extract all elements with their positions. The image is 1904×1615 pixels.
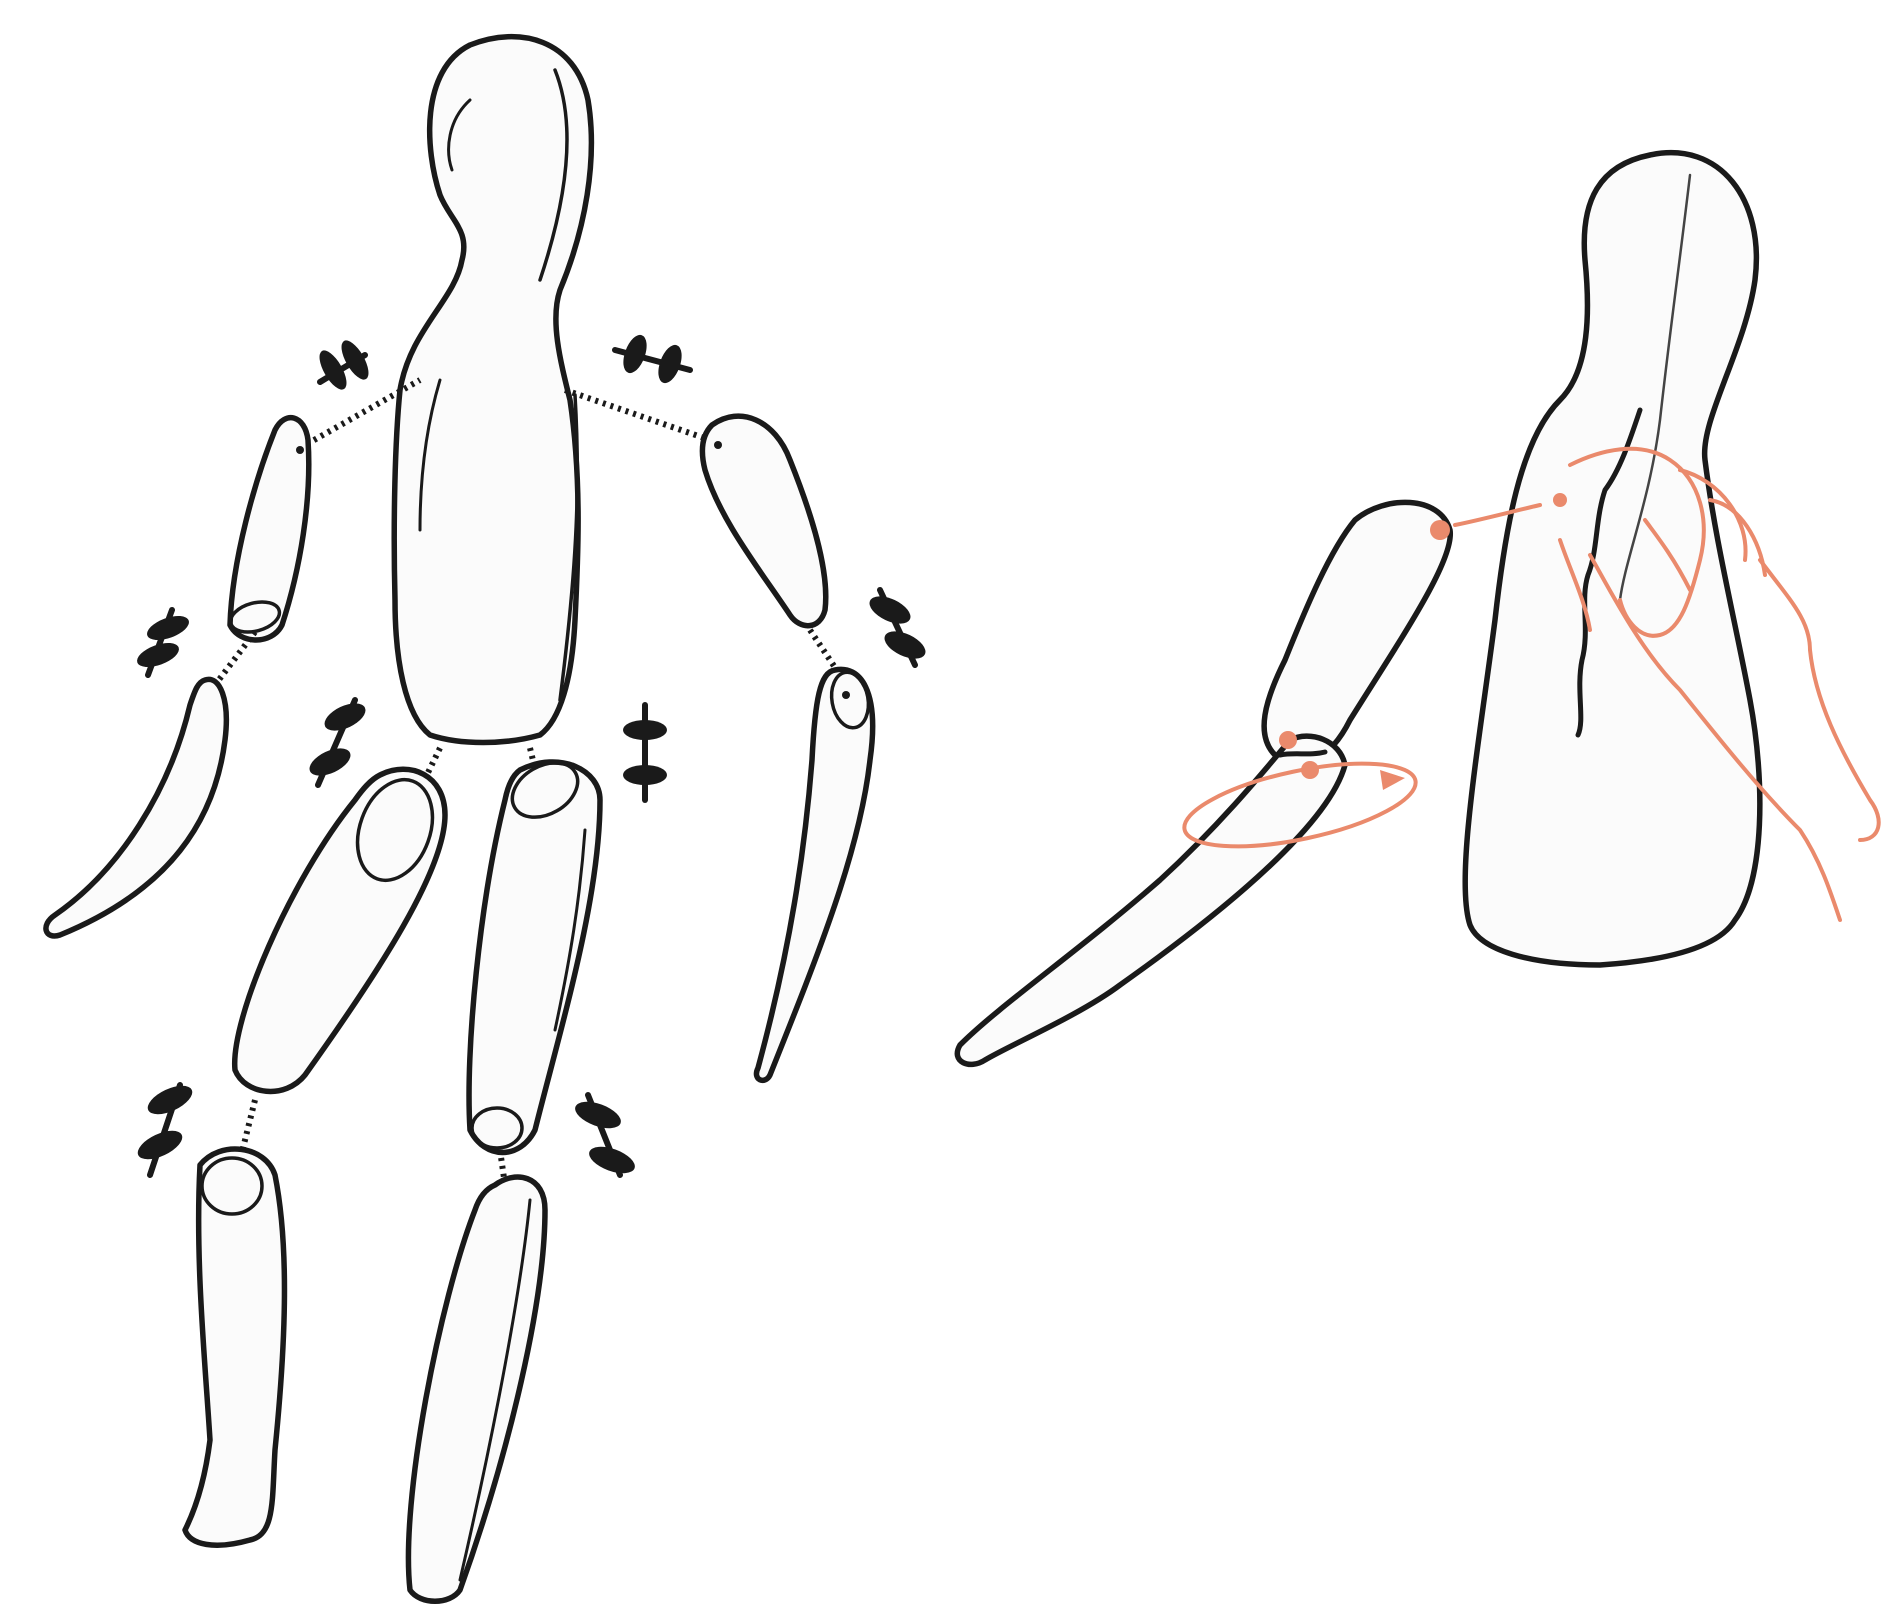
forearm-left [43,676,230,939]
assembly-forearm [954,733,1348,1068]
thigh-left [232,766,448,1094]
assembly-torso-head [1462,150,1763,968]
torso-head [391,33,595,746]
elbow-socket-right [829,670,871,730]
joint-dot [714,441,722,449]
shin-left [182,1146,288,1548]
peg-hip-right [623,702,667,803]
hand-outline-fingers [1568,446,1706,638]
cord-elbow-left [212,630,258,687]
hand-thumb-knuckle [1643,518,1692,592]
peg-shoulder-left [317,340,369,390]
upper-arm-left [227,414,312,643]
joint-dot [296,446,304,454]
torso-inner-line [538,68,569,282]
hip-socket-right [510,761,580,819]
hand-mark [1553,493,1567,507]
cord-shoulder-right [564,387,711,443]
back-line [418,378,442,532]
hand-index [1558,538,1592,632]
face-line [447,98,472,172]
thigh-right-inner-line [553,828,587,1032]
cord-knee-right [497,1149,508,1186]
elbow-joint-stroke [1277,749,1328,758]
elbow-pin-mark [1279,731,1297,749]
cord-shoulder-left [298,377,422,451]
torso-inner-line-2 [558,393,580,702]
elbow-pin-mark [1301,761,1319,779]
assembly-upper-arm [1261,499,1453,767]
knee-socket-left [200,1156,264,1216]
hand-finger-1 [1678,468,1748,562]
hand-mark [1430,520,1450,540]
peg-elbow-right [869,587,926,668]
assembly-back-line [1618,173,1692,602]
hand-palm [1588,553,1842,922]
shin-right-inner-line [458,1198,532,1582]
assembly-figure [954,150,1881,1068]
rotation-arrowhead [1380,770,1405,790]
guiding-hand [1430,446,1881,922]
knee-socket-right [470,1106,524,1150]
hand-pull-line [1453,503,1542,527]
hip-socket-left [355,777,435,883]
cord-hip-right [527,747,548,811]
elbow-socket-left [228,600,282,634]
peg-knee-right [575,1092,635,1178]
upper-arm-right [699,413,829,629]
peg-knee-left [137,1082,193,1178]
rotation-ellipse [1182,761,1418,849]
thigh-right [466,759,603,1156]
hand-back [1758,558,1881,842]
cord-knee-left [237,1099,258,1161]
forearm-right [753,666,876,1084]
joint-dot [842,691,850,699]
shin-right [405,1174,548,1604]
peg-shoulder-right [612,334,693,384]
disassembled-figure [43,33,926,1604]
peg-hip-left [309,697,366,788]
peg-elbow-left [137,607,189,678]
cord-elbow-right [807,628,843,677]
assembly-seam-crack [1575,407,1643,738]
rotation-indicator [1182,731,1418,849]
